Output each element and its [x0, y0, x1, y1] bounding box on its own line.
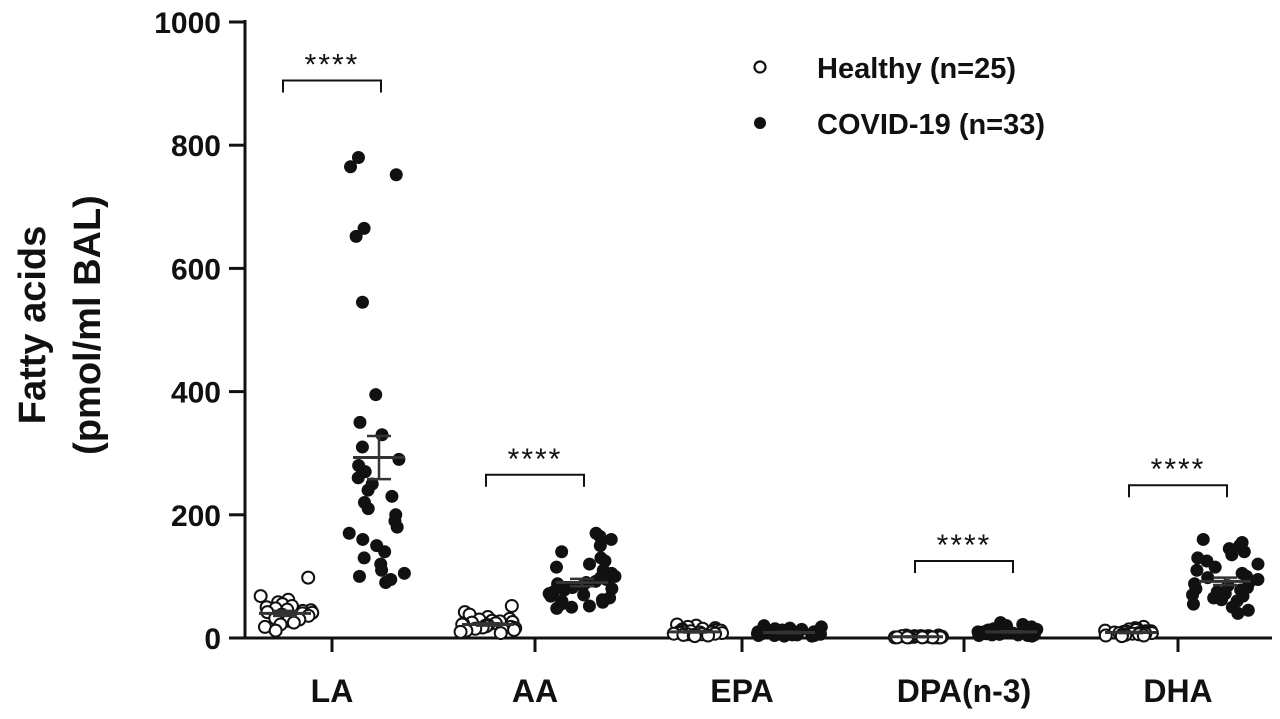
legend: Healthy (n=25) COVID-19 (n=33) — [753, 53, 1045, 141]
significance-label: **** — [1151, 453, 1206, 486]
significance-bracket — [282, 79, 382, 93]
significance-label: **** — [508, 443, 563, 476]
data-point — [268, 623, 283, 638]
data-points — [253, 151, 1265, 645]
data-point — [355, 295, 369, 309]
data-point — [378, 545, 392, 559]
data-point — [385, 489, 399, 503]
data-point — [1196, 532, 1210, 546]
data-point — [375, 563, 389, 577]
data-point — [751, 629, 765, 643]
y-ticks: 0 200 400 600 800 1000 — [154, 7, 245, 656]
data-point — [286, 615, 301, 630]
data-point — [379, 576, 393, 590]
data-point — [390, 520, 404, 534]
y-tick-label: 600 — [171, 253, 221, 286]
data-point — [583, 557, 597, 571]
y-tick-label: 800 — [171, 130, 221, 163]
axes — [243, 20, 1272, 640]
data-point — [972, 629, 986, 643]
data-point — [349, 229, 363, 243]
data-point — [361, 483, 375, 497]
data-point — [555, 545, 569, 559]
x-tick-label: DPA(n-3) — [897, 673, 1032, 709]
x-ticks: LA AA EPA DPA(n-3) DHA — [311, 638, 1213, 709]
data-point — [352, 569, 366, 583]
y-tick-label: 0 — [204, 623, 221, 656]
data-point — [389, 168, 403, 182]
y-tick-label: 200 — [171, 500, 221, 533]
data-point — [1251, 557, 1265, 571]
data-point — [577, 588, 591, 602]
data-point — [550, 601, 564, 615]
data-point — [549, 560, 563, 574]
data-point — [356, 532, 370, 546]
data-point — [301, 570, 316, 585]
significance-label: **** — [937, 529, 992, 562]
data-point — [544, 589, 558, 603]
data-point — [344, 160, 358, 174]
data-point — [493, 626, 508, 641]
significance-bracket — [914, 560, 1014, 573]
data-point — [1237, 545, 1251, 559]
data-point — [397, 566, 411, 580]
x-tick-label: LA — [311, 673, 354, 709]
y-axis-label-line1: Fatty acids — [12, 226, 54, 425]
data-point — [357, 551, 371, 565]
data-point — [353, 415, 367, 429]
data-point — [392, 452, 406, 466]
data-point — [1215, 593, 1229, 607]
data-point — [361, 502, 375, 516]
x-tick-label: AA — [512, 673, 558, 709]
data-point — [1208, 560, 1222, 574]
data-point — [1186, 597, 1200, 611]
data-point — [582, 599, 596, 613]
mean-sem-bars — [259, 434, 1251, 639]
data-point — [593, 539, 607, 553]
data-point — [507, 622, 522, 637]
significance-annotations: **** **** **** **** — [282, 49, 1228, 573]
data-point — [355, 440, 369, 454]
legend-marker-healthy — [753, 60, 767, 74]
data-point — [1225, 548, 1239, 562]
data-point — [357, 221, 371, 235]
data-point — [369, 388, 383, 402]
data-point — [351, 471, 365, 485]
data-point — [504, 598, 519, 613]
legend-label-healthy: Healthy (n=25) — [817, 53, 1016, 85]
data-point — [557, 583, 571, 597]
data-point — [351, 151, 365, 165]
y-tick-label: 1000 — [154, 7, 221, 40]
data-point — [1190, 563, 1204, 577]
data-point — [342, 526, 356, 540]
y-tick-label: 400 — [171, 377, 221, 410]
x-tick-label: EPA — [710, 673, 773, 709]
significance-bracket — [1128, 484, 1228, 498]
data-point — [1231, 606, 1245, 620]
x-tick-label: DHA — [1143, 673, 1212, 709]
significance-bracket — [485, 473, 585, 487]
legend-label-covid: COVID-19 (n=33) — [817, 109, 1045, 141]
legend-marker-covid — [754, 117, 766, 129]
data-point — [453, 624, 468, 639]
significance-label: **** — [305, 49, 360, 82]
data-point — [565, 600, 579, 614]
y-axis-label: Fatty acids (pmol/ml BAL) — [12, 195, 109, 455]
data-point — [593, 529, 607, 543]
data-point — [604, 532, 618, 546]
y-axis-label-line2: (pmol/ml BAL) — [67, 195, 109, 455]
data-point — [1241, 603, 1255, 617]
data-point — [596, 595, 610, 609]
data-point — [253, 589, 268, 604]
